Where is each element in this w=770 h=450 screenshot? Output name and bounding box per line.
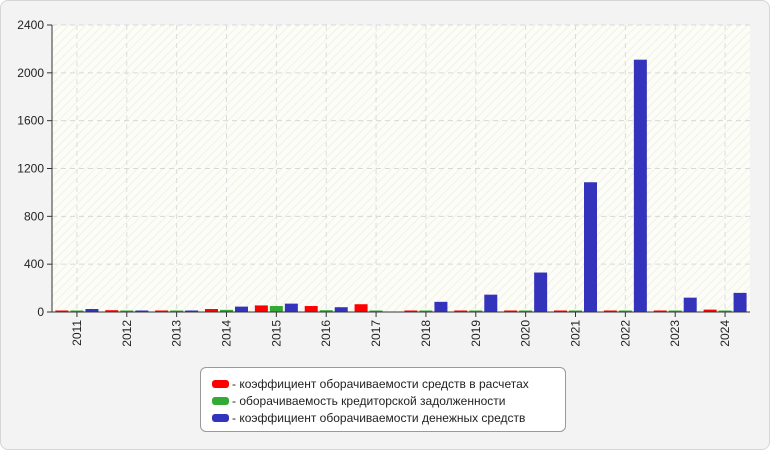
x-tick-label: 2020 [519,320,533,347]
bar-2024-s1 [703,309,717,312]
bar-2021-s2 [569,310,582,312]
bar-2016-s1 [304,306,318,312]
bar-2023-s1 [653,310,667,312]
bar-2015-s3 [284,303,298,312]
bar-2020-s3 [534,272,548,312]
legend-swatch-green [212,396,229,405]
bar-2022-s2 [618,310,632,312]
legend-label: - коэффициент оборачиваемости денежных с… [232,410,526,425]
y-tick-label: 800 [24,209,44,223]
bar-2012-s1 [105,310,119,312]
plot-area [52,25,750,312]
bar-2018-s1 [404,310,418,312]
bar-2014-s3 [235,306,248,312]
y-tick-label: 1200 [17,162,44,176]
bar-2020-s1 [504,310,518,312]
legend-item-cash-turnover: - коэффициент оборачиваемости денежных с… [212,409,565,426]
legend-item-payables-turnover: - оборачиваемость кредиторской задолженн… [212,392,565,409]
y-tick-label: 1600 [17,114,44,128]
bar-2011-s3 [85,309,99,312]
x-tick-label: 2018 [419,320,433,347]
x-tick-label: 2022 [618,320,632,347]
bar-2017-s1 [354,304,368,312]
x-tick-label: 2017 [369,320,383,347]
legend-swatch-blue [212,413,229,422]
y-tick-label: 2000 [17,66,44,80]
bar-2019-s2 [469,310,483,312]
bar-2011-s1 [55,310,69,312]
bar-2024-s2 [718,310,732,312]
y-tick-label: 0 [37,305,44,319]
x-tick-label: 2011 [70,320,84,346]
x-tick-label: 2023 [668,320,682,347]
bar-2011-s2 [70,310,84,312]
x-tick-label: 2015 [269,320,283,347]
bar-2014-s1 [205,309,218,312]
bar-2012-s3 [135,310,149,312]
bar-2013-s1 [155,310,169,312]
bar-2017-s2 [369,310,383,312]
x-tick-label: 2012 [120,320,134,347]
chart-legend: - коэффициент оборачиваемости средств в … [200,367,566,432]
bar-2015-s2 [269,306,283,312]
y-tick-label: 2400 [17,18,44,32]
legend-label: - оборачиваемость кредиторской задолженн… [232,393,506,408]
bar-2024-s3 [733,292,747,312]
bar-2023-s2 [668,310,682,312]
bar-2014-s2 [220,309,233,312]
bar-2016-s2 [319,310,333,312]
bar-2018-s2 [419,310,433,312]
bar-2022-s3 [633,59,647,312]
x-tick-label: 2021 [569,320,583,347]
bar-2016-s3 [334,307,348,312]
bar-2019-s3 [484,294,498,312]
x-tick-label: 2024 [718,320,732,347]
legend-label: - коэффициент оборачиваемости средств в … [232,376,529,391]
bar-2019-s1 [454,310,468,312]
bar-2021-s3 [584,182,597,312]
bar-2021-s1 [554,310,567,312]
legend-swatch-red [212,379,229,388]
bar-2013-s3 [185,310,199,312]
bar-2020-s2 [519,310,533,312]
x-tick-label: 2016 [319,320,333,347]
x-tick-label: 2014 [220,320,234,347]
bar-2012-s2 [120,310,134,312]
y-tick-label: 400 [24,257,44,271]
bar-2015-s1 [254,305,268,312]
bar-2013-s2 [170,310,184,312]
legend-item-receivables-turnover: - коэффициент оборачиваемости средств в … [212,375,565,392]
bar-2023-s3 [683,297,697,312]
x-tick-label: 2013 [170,320,184,347]
x-tick-label: 2019 [469,320,483,347]
bar-2022-s1 [603,310,617,312]
bar-2018-s3 [434,301,448,312]
